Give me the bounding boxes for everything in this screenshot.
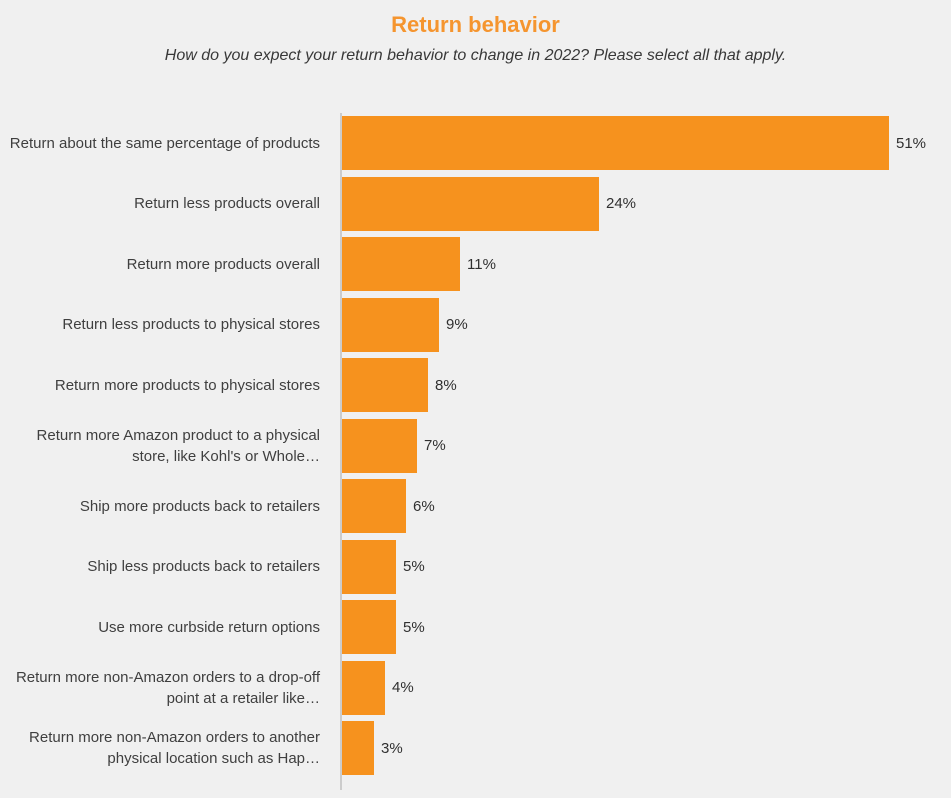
chart-row: Return less products to physical stores 9… [0,295,951,356]
value-label: 8% [435,376,457,394]
bar-track: 6% [342,476,951,537]
bar-track: 3% [342,718,951,779]
value-label: 7% [424,437,446,455]
value-label: 3% [381,739,403,757]
bar [342,539,396,594]
bar-track: 24% [342,174,951,235]
category-label: Return more products to physical stores [54,376,320,394]
bar-track: 4% [342,658,951,719]
bar [342,237,460,292]
chart-title: Return behavior [391,12,560,37]
value-label: 5% [403,558,425,576]
chart-row: Return more Amazon product to a physical… [0,416,951,477]
bar [342,479,406,534]
chart-row: Return more non-Amazon orders to another… [0,718,951,779]
category-label: Return more non-Amazon orders to another… [29,729,320,768]
bar [342,116,889,171]
bar [342,297,439,352]
category-label: Return less products overall [134,195,320,213]
bar-chart: Return about the same percentage of prod… [0,113,951,790]
category-label: Return about the same percentage of prod… [9,134,320,152]
chart-row: Return more products overall 11% [0,234,951,295]
bar [342,358,428,413]
bar-track: 9% [342,295,951,356]
chart-row: Ship less products back to retailers 5% [0,537,951,598]
category-label: Return more non-Amazon orders to a drop-… [15,668,320,707]
chart-subtitle: How do you expect your return behavior t… [164,47,787,64]
bar-track: 8% [342,355,951,416]
category-label: Return less products to physical stores [62,316,320,334]
bar-track: 5% [342,597,951,658]
bar [342,176,599,231]
bar-track: 11% [342,234,951,295]
chart-row: Return about the same percentage of prod… [0,113,951,174]
category-label: Ship less products back to retailers [87,558,320,576]
category-label: Return more Amazon product to a physical… [36,426,320,465]
y-axis-line [340,113,342,790]
chart-row: Return more products to physical stores 8… [0,355,951,416]
bar [342,600,396,655]
bar [342,721,374,776]
value-label: 6% [413,497,435,515]
value-label: 9% [446,316,468,334]
chart-row: Ship more products back to retailers 6% [0,476,951,537]
bar [342,660,385,715]
category-label: Use more curbside return options [98,618,320,636]
category-label: Ship more products back to retailers [79,497,320,515]
value-label: 24% [606,195,637,213]
chart-row: Return more non-Amazon orders to a drop-… [0,658,951,719]
value-label: 11% [467,255,496,273]
chart-row: Use more curbside return options 5% [0,597,951,658]
bar [342,418,417,473]
chart-row: Return less products overall 24% [0,174,951,235]
chart-rows: Return about the same percentage of prod… [0,113,951,779]
category-label: Return more products overall [126,255,320,273]
bar-track: 51% [342,113,951,174]
value-label: 4% [392,679,414,697]
value-label: 51% [896,134,927,152]
bar-track: 7% [342,416,951,477]
value-label: 5% [403,618,425,636]
bar-track: 5% [342,537,951,598]
